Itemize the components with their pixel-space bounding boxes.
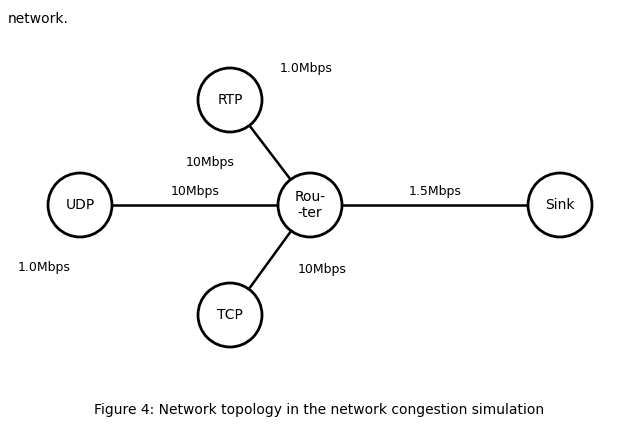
Text: TCP: TCP — [217, 308, 243, 322]
Circle shape — [278, 173, 342, 237]
Text: Sink: Sink — [545, 198, 575, 212]
Text: RTP: RTP — [218, 93, 242, 107]
Circle shape — [528, 173, 592, 237]
Circle shape — [198, 68, 262, 132]
Text: network.: network. — [8, 12, 69, 26]
Text: 1.0Mbps: 1.0Mbps — [18, 262, 71, 274]
Text: UDP: UDP — [65, 198, 94, 212]
Circle shape — [198, 283, 262, 347]
Circle shape — [48, 173, 112, 237]
Text: 10Mbps: 10Mbps — [186, 156, 235, 169]
Text: 10Mbps: 10Mbps — [170, 184, 219, 197]
Text: 1.0Mbps: 1.0Mbps — [280, 62, 333, 74]
Text: 1.5Mbps: 1.5Mbps — [408, 184, 461, 197]
Text: Rou-
-ter: Rou- -ter — [295, 190, 325, 220]
Text: 10Mbps: 10Mbps — [298, 264, 347, 276]
Text: Figure 4: Network topology in the network congestion simulation: Figure 4: Network topology in the networ… — [94, 403, 544, 417]
